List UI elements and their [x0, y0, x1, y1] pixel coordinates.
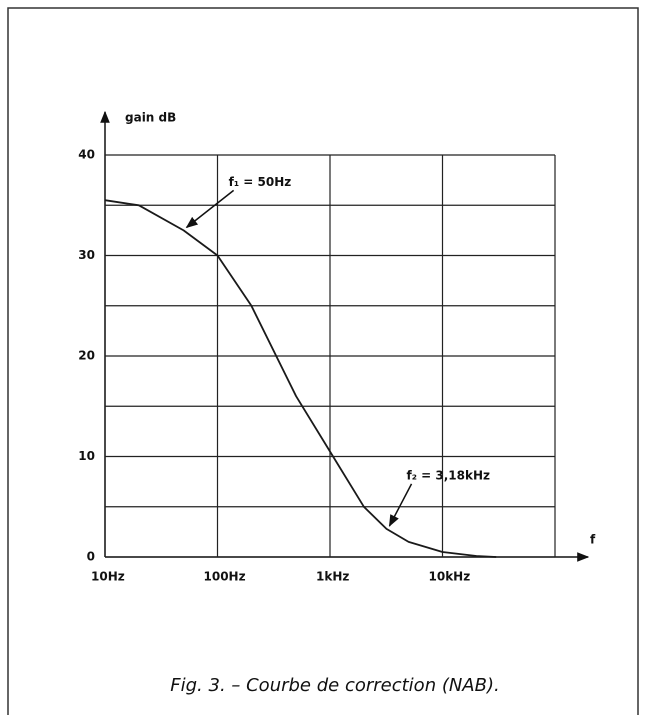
y-tick-label: 0: [87, 550, 95, 564]
chart-title: Fig. 3. – Courbe de correction (NAB).: [170, 675, 499, 696]
x-tick-label: 100Hz: [204, 570, 246, 584]
annotation-arrow: [185, 189, 235, 229]
y-axis-label: gain dB: [125, 111, 176, 125]
x-tick-label: 10kHz: [429, 570, 471, 584]
curve: [104, 199, 497, 558]
annotation-arrow: [388, 483, 413, 527]
y-tick-label: 20: [78, 349, 95, 363]
x-tick-label: 10Hz: [91, 570, 125, 584]
x-axis-label: f: [590, 533, 596, 547]
y-tick-label: 30: [78, 248, 95, 262]
frame: [7, 7, 639, 715]
y-tick-label: 10: [78, 449, 95, 463]
annotation: f₁ = 50Hz: [229, 175, 292, 189]
annotation: f₂ = 3,18kHz: [407, 468, 491, 482]
y-tick-label: 40: [78, 148, 95, 162]
x-tick-label: 1kHz: [316, 570, 349, 584]
